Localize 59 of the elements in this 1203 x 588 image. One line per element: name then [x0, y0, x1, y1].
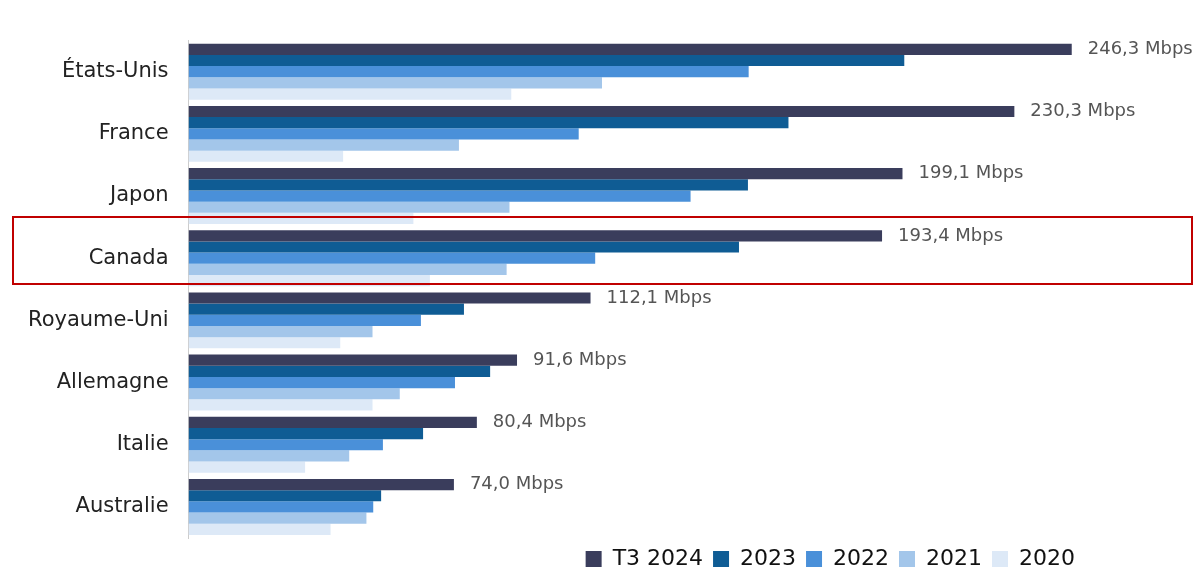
- bar: [188, 325, 373, 338]
- bar: [188, 66, 749, 78]
- data-label: 80,4 Mbps: [492, 410, 587, 432]
- bar: [188, 427, 424, 440]
- bar: [188, 365, 491, 377]
- y-tick-label: Australie: [75, 493, 169, 518]
- data-label: 74,0 Mbps: [469, 472, 564, 494]
- bar: [188, 43, 1072, 55]
- bar: [188, 252, 596, 264]
- legend-label: 2021: [926, 544, 983, 570]
- bar: [188, 241, 739, 253]
- bar: [188, 201, 510, 213]
- bar: [188, 416, 477, 428]
- data-label: 199,1 Mbps: [918, 161, 1024, 183]
- bar: [188, 230, 883, 242]
- y-tick-label: France: [98, 120, 169, 145]
- data-label: 193,4 Mbps: [898, 223, 1004, 245]
- legend-label: 2023: [740, 544, 797, 570]
- bar: [188, 179, 748, 191]
- bar: [188, 512, 367, 524]
- bar: [188, 314, 421, 326]
- y-tick-label: Italie: [116, 431, 169, 456]
- y-tick-label: Royaume-Uni: [27, 306, 169, 331]
- legend-label: 2022: [833, 544, 890, 570]
- y-tick-label: Canada: [88, 244, 169, 269]
- bar: [188, 478, 454, 491]
- bar: [188, 54, 905, 67]
- y-tick-label: Allemagne: [56, 369, 169, 394]
- bar: [188, 117, 789, 129]
- bar: [188, 292, 591, 304]
- data-label: 246,3 Mbps: [1087, 36, 1193, 58]
- bar: [188, 388, 400, 400]
- bar: [188, 303, 464, 315]
- bar: [188, 88, 512, 100]
- bar: [188, 501, 374, 513]
- data-label: 112,1 Mbps: [606, 285, 712, 307]
- bar: [188, 354, 518, 366]
- legend-label: T3 2024: [611, 544, 704, 570]
- bar: [188, 77, 602, 89]
- bar: [188, 190, 691, 202]
- legend-label: 2020: [1019, 544, 1076, 570]
- bar: [188, 128, 579, 140]
- bar: [188, 263, 507, 275]
- bar: [188, 376, 455, 389]
- data-label: 230,3 Mbps: [1030, 99, 1136, 121]
- y-tick-label: États-Unis: [61, 57, 169, 83]
- bar: [188, 490, 382, 502]
- bar: [188, 105, 1015, 118]
- bar: [188, 439, 383, 451]
- bar: [188, 450, 350, 462]
- bar: [188, 461, 306, 473]
- y-tick-label: Japon: [108, 182, 169, 207]
- data-label: 91,6 Mbps: [533, 347, 627, 369]
- bar: [188, 150, 344, 162]
- bar: [188, 337, 341, 349]
- bar: [188, 168, 903, 180]
- bar: [188, 399, 373, 411]
- bar: [188, 139, 459, 151]
- bar: [188, 523, 331, 535]
